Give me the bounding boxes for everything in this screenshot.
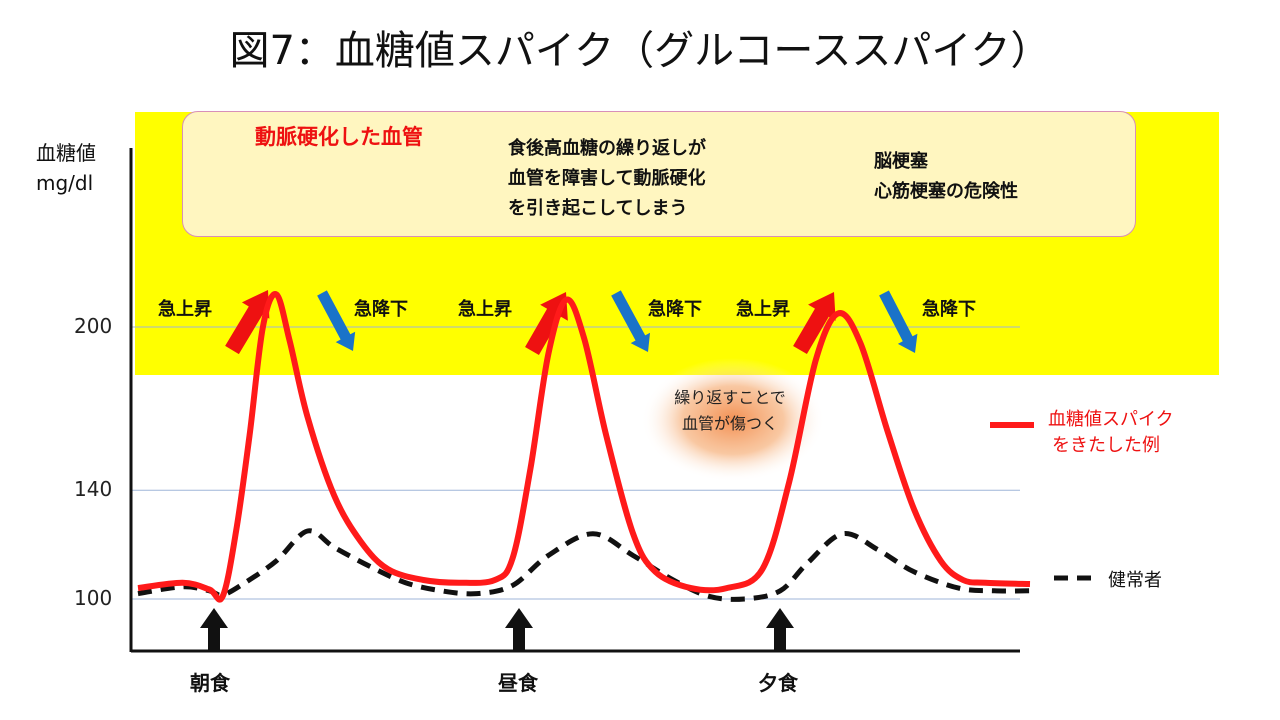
fall-label-3: 急降下 (922, 299, 976, 320)
meal-label-lunch: 昼食 (498, 671, 538, 695)
fall-label-2: 急降下 (648, 299, 702, 320)
y-tick-label-200: 200 (74, 314, 113, 338)
info-right-text: 脳梗塞 心筋梗塞の危険性 (874, 147, 1018, 207)
rise-label-1: 急上昇 (158, 299, 212, 320)
meal-arrow-icon-lunch (505, 608, 533, 650)
fall-arrow-icon-1 (317, 290, 356, 352)
rise-label-2: 急上昇 (458, 299, 512, 320)
meal-arrows (200, 608, 794, 650)
y-axis-label-line1: 血糖値 (36, 141, 96, 165)
damage-note-line2: 血管が傷つく (681, 414, 778, 433)
rise-arrow-icon-1 (225, 290, 270, 355)
legend-spike-line1: 血糖値スパイク (1048, 409, 1174, 430)
spike-series-line (137, 291, 1031, 603)
info-right-line1: 脳梗塞 (874, 151, 928, 172)
fall-arrow-icon-3 (879, 290, 918, 354)
meal-arrow-icon-dinner (766, 608, 794, 650)
legend-spike-label: 血糖値スパイク をきたした例 (1048, 407, 1174, 459)
y-tick-label-100: 100 (74, 586, 113, 610)
info-box (182, 111, 1136, 237)
info-middle-line2: 血管を障害して動脈硬化 (508, 168, 706, 189)
info-middle-text: 食後高血糖の繰り返しが 血管を障害して動脈硬化 を引き起こしてしまう (508, 134, 706, 224)
damage-glow (641, 358, 825, 482)
y-tick-label-140: 140 (74, 477, 113, 502)
y-axis-label-line2: mg/dl (36, 171, 94, 195)
info-middle-line1: 食後高血糖の繰り返しが (508, 138, 706, 159)
damage-note-line1: 繰り返すことで (674, 388, 786, 407)
rise-arrow-icon-3 (793, 292, 836, 355)
y-axis-label: 血糖値 mg/dl (36, 138, 96, 198)
rise-label-3: 急上昇 (736, 299, 790, 320)
artery-heading: 動脈硬化した血管 (255, 125, 423, 149)
info-right-line2: 心筋梗塞の危険性 (874, 181, 1018, 202)
meal-label-dinner: 夕食 (758, 671, 798, 695)
healthy-series-line (137, 528, 1031, 602)
chart-title: 図7：血糖値スパイク（グルコーススパイク） (229, 28, 1051, 74)
info-middle-line3: を引き起こしてしまう (508, 198, 688, 219)
meal-label-breakfast: 朝食 (190, 671, 230, 695)
fall-arrow-icon-2 (611, 290, 651, 352)
legend-spike-line2: をきたした例 (1052, 435, 1160, 456)
rise-arrow-icon-2 (525, 292, 568, 355)
legend-healthy-label: 健常者 (1108, 570, 1162, 591)
fall-label-1: 急降下 (354, 299, 408, 320)
gridlines (131, 326, 1020, 600)
damage-note: 繰り返すことで 血管が傷つく (650, 385, 810, 437)
meal-arrow-icon-breakfast (200, 608, 228, 650)
phase-arrows (225, 290, 918, 355)
